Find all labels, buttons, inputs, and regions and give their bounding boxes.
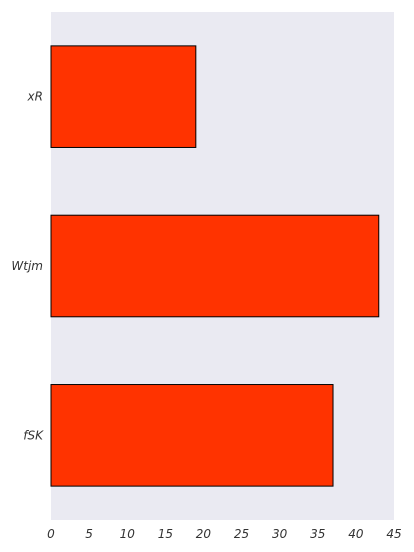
y-tick-label-xR: xR — [27, 90, 43, 104]
x-tick-label-45: 45 — [386, 527, 401, 541]
x-tick-label-0: 0 — [47, 527, 55, 541]
y-tick-label-fSK: fSK — [23, 428, 44, 442]
x-tick-label-40: 40 — [348, 527, 364, 541]
bars-group — [50, 45, 380, 487]
x-axis-ticks: 0 5 10 15 20 25 30 35 40 45 — [47, 527, 401, 541]
x-tick-label-5: 5 — [85, 527, 93, 541]
x-tick-label-35: 35 — [310, 527, 325, 541]
bar-Wtjm — [50, 214, 380, 318]
bar-xR — [50, 45, 197, 148]
x-tick-label-20: 20 — [196, 527, 212, 541]
y-tick-label-Wtjm: Wtjm — [11, 259, 43, 273]
x-tick-label-25: 25 — [234, 527, 249, 541]
x-tick-label-15: 15 — [158, 527, 173, 541]
x-tick-label-30: 30 — [272, 527, 288, 541]
y-axis-categories: xR Wtjm fSK — [11, 90, 44, 443]
bar-fSK — [50, 384, 334, 487]
x-tick-label-10: 10 — [120, 527, 136, 541]
